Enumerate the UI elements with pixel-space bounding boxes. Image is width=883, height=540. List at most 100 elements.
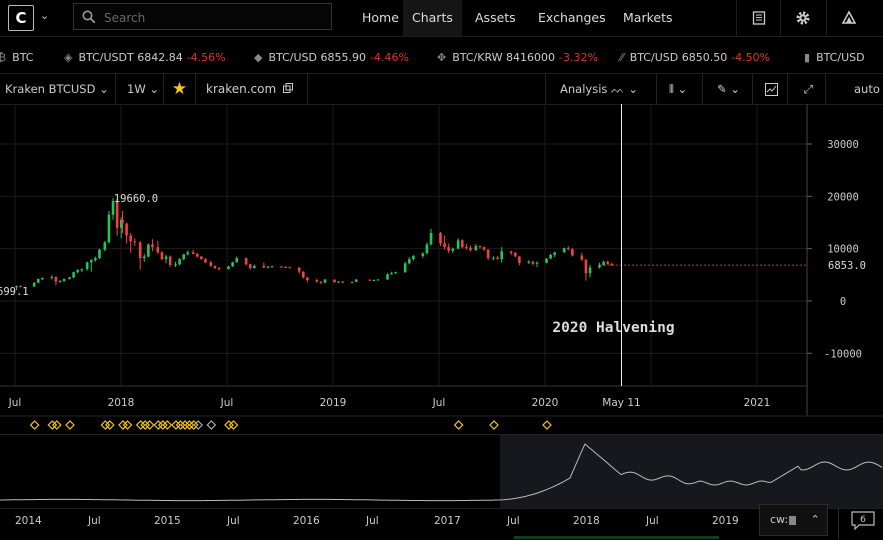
candle-body [447,247,450,251]
candle [59,280,62,283]
candle [104,241,107,251]
messages-button[interactable]: 6 [838,508,883,539]
candle [369,280,372,282]
nav-exchanges[interactable]: Exchanges [538,0,606,36]
candle-body [553,252,556,255]
candle [377,279,380,281]
candle-body [192,252,195,254]
ticker-item[interactable]: ✥BTC/KRW 8416000-3.32% [437,37,598,73]
candle-body [408,259,411,263]
chart-type-menu[interactable]: ⫴ ⌄ [657,74,703,104]
fullscreen-button[interactable]: ⤢ [792,74,826,104]
candle [475,244,478,251]
candle-body [487,250,490,258]
candle [585,259,588,280]
candle-body [72,272,75,277]
overview-axis: 2014 Jul 2015 Jul 2016 Jul 2017 Jul 2018… [0,508,883,540]
candle [108,211,111,243]
candle [492,257,495,261]
candle [571,248,574,256]
candle [182,254,185,260]
screenshot-button[interactable] [755,74,788,104]
candle-body [500,251,503,259]
candle-body [567,248,570,249]
candle-body [51,277,54,278]
market-selector[interactable]: Kraken BTCUSD ⌄ [0,74,116,104]
overview-navigator[interactable] [0,434,883,508]
y-tick-label: 20000 [827,191,859,203]
ticker-item[interactable]: ◆BTC/USD 6855.90-4.46% [254,37,409,73]
ticker-item[interactable]: ▮BTC/USD [804,37,865,73]
candle [196,253,199,258]
chevron-down-icon[interactable]: ⌄ [40,9,49,22]
candle [510,251,513,255]
candle-body [351,282,354,283]
candle [161,251,164,260]
candle [545,258,548,263]
candle-body [492,258,495,259]
candle-body [174,264,177,265]
candle [518,256,521,265]
candle-body [496,258,499,260]
candle-body [337,282,340,283]
overview-tick: 2019 [712,515,739,527]
candle-body [81,269,84,270]
nav-charts[interactable]: Charts [403,0,462,36]
candle-body [563,248,566,252]
price-ticker: ₿BTC ◈BTC/USDT 6842.84-4.56% ◆BTC/USD 68… [0,37,883,74]
news-button[interactable] [736,0,781,36]
candle-body [200,257,203,260]
scale-mode[interactable]: auto [826,74,883,104]
signal-marker [543,421,551,429]
x-tick-label: 2019 [320,397,347,409]
logo[interactable]: C [8,5,34,31]
candle [235,257,238,263]
candle [390,272,393,275]
alerts-button[interactable] [826,0,871,36]
candle [532,261,535,266]
candle-body [134,241,137,242]
candle [41,277,44,280]
drawing-tools-menu[interactable]: ✎ ⌄ [703,74,753,104]
candle-body [68,277,71,279]
ticker-item[interactable]: ⁄⁄BTC/USD 6850.50-4.50% [620,37,770,73]
candle [151,239,154,251]
ticker-item[interactable]: ₿BTC [0,37,33,73]
candle-body [394,272,397,273]
candle [408,257,411,264]
signal-marker [207,421,215,429]
high-price-label: 19660.0 [114,193,158,205]
analysis-menu[interactable]: Analysis ᨓ ⌄ [545,74,657,104]
candle [200,256,203,260]
nav-home[interactable]: Home [362,0,399,36]
exchange-link[interactable]: kraken.com [196,74,308,104]
ticker-item[interactable]: ◈BTC/USDT 6842.84-4.56% [64,37,226,73]
overview-selection[interactable] [500,434,883,508]
candle-body [284,267,287,268]
candle [298,267,301,274]
candle-body [461,240,464,247]
candle [302,271,305,278]
x-tick-label: 2020 [532,397,559,409]
x-tick-label: May 11 [602,397,640,409]
search-input[interactable] [102,8,326,28]
favorite-star-icon[interactable]: ★ [164,74,196,104]
cursor-icon [789,516,796,525]
candle-body [532,262,535,264]
candle-body [267,266,270,267]
candle [249,264,252,270]
candle-body [545,259,548,263]
overview-tick: 2018 [573,515,600,527]
nav-markets[interactable]: Markets [623,0,672,36]
interval-selector[interactable]: 1W ⌄ [116,74,164,104]
settings-button[interactable] [780,0,825,36]
candle-body [510,251,513,253]
nav-assets[interactable]: Assets [475,0,516,36]
candle [528,260,531,264]
chat-widget-toggle[interactable]: cw: ⌃ [759,504,828,536]
candle-body [41,278,44,279]
candle [253,264,256,268]
candle-body [536,263,539,264]
candle-body [589,268,592,274]
